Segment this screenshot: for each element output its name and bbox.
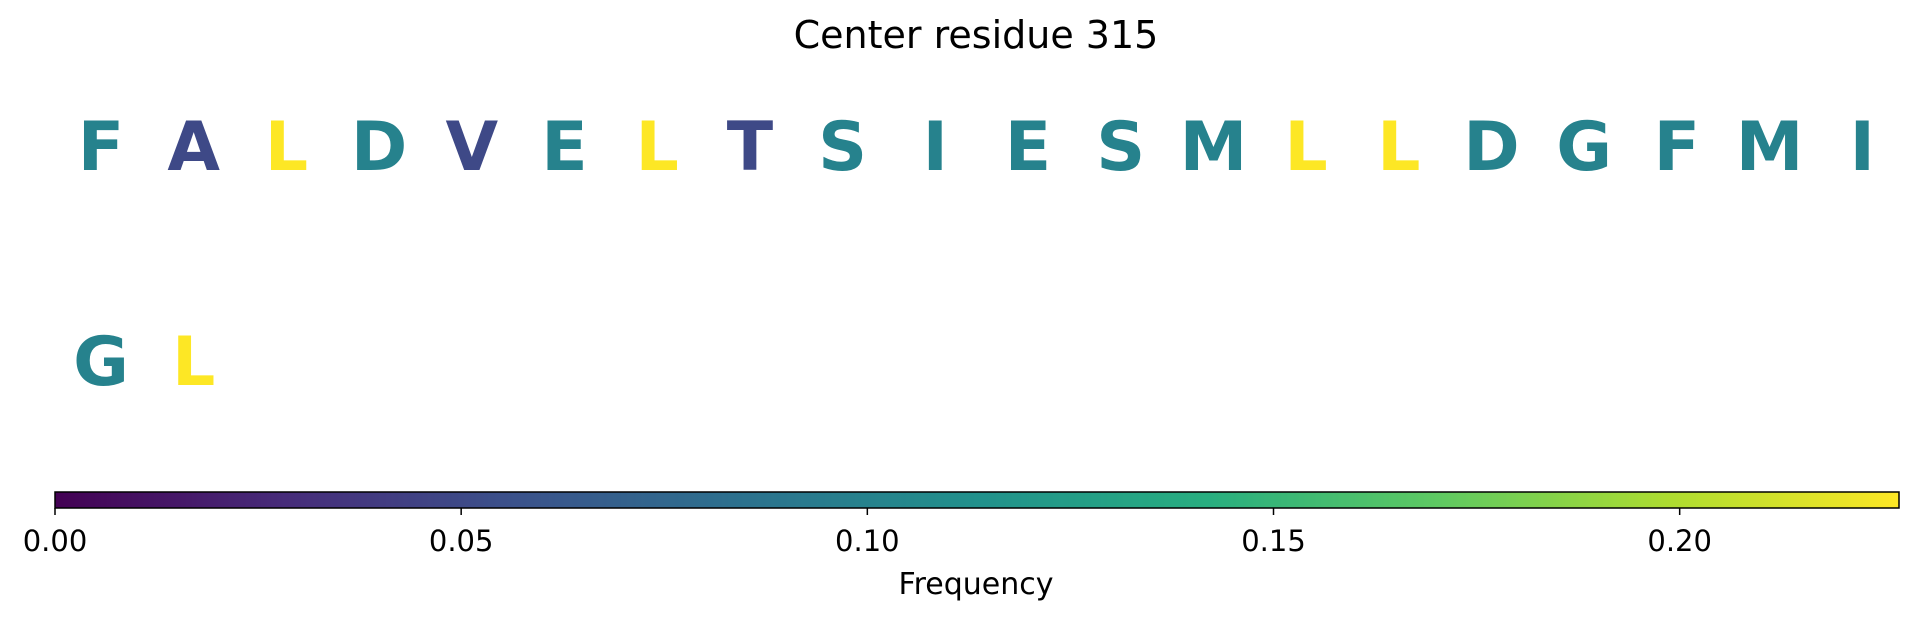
residue-S-r0c11: S — [1096, 108, 1145, 187]
residue-S-r0c8: S — [818, 108, 867, 187]
residue-T-r0c7: T — [727, 108, 774, 187]
colorbar-gradient — [54, 491, 1900, 509]
residue-D-r0c3: D — [351, 108, 407, 187]
residue-M-r0c12: M — [1180, 108, 1248, 187]
residue-G-r0c16: G — [1556, 108, 1612, 187]
residue-I-r0c19: I — [1850, 108, 1875, 187]
residue-G-r1c0: G — [73, 323, 129, 402]
residue-letters: F A L D V E L T S I E S M L L D G F M IG L — [73, 108, 1875, 402]
colorbar-tick-label-0: 0.00 — [23, 524, 88, 558]
residue-F-r0c17: F — [1654, 108, 1700, 187]
residue-L-r0c13: L — [1284, 108, 1327, 187]
colorbar-tick-label-2: 0.10 — [835, 524, 900, 558]
residue-E-r0c5: E — [541, 108, 587, 187]
chart-title: Center residue 315 — [794, 13, 1159, 57]
residue-A-r0c1: A — [167, 108, 220, 187]
colorbar-tick-label-1: 0.05 — [429, 524, 494, 558]
residue-L-r0c6: L — [636, 108, 679, 187]
colorbar-label: Frequency — [899, 567, 1054, 602]
residue-L-r0c2: L — [265, 108, 308, 187]
colorbar-ticks: 0.00 0.05 0.10 0.15 0.20 — [23, 508, 1712, 558]
residue-L-r0c14: L — [1377, 108, 1420, 187]
colorbar: 0.00 0.05 0.10 0.15 0.20 Frequency — [23, 491, 1900, 602]
colorbar-tick-label-4: 0.20 — [1647, 524, 1712, 558]
residue-I-r0c9: I — [923, 108, 948, 187]
residue-E-r0c10: E — [1005, 108, 1051, 187]
residue-F-r0c0: F — [78, 108, 124, 187]
residue-V-r0c4: V — [445, 108, 498, 187]
residue-L-r1c1: L — [172, 323, 215, 402]
residue-M-r0c18: M — [1736, 108, 1804, 187]
colorbar-tick-label-3: 0.15 — [1241, 524, 1306, 558]
residue-D-r0c15: D — [1463, 108, 1519, 187]
